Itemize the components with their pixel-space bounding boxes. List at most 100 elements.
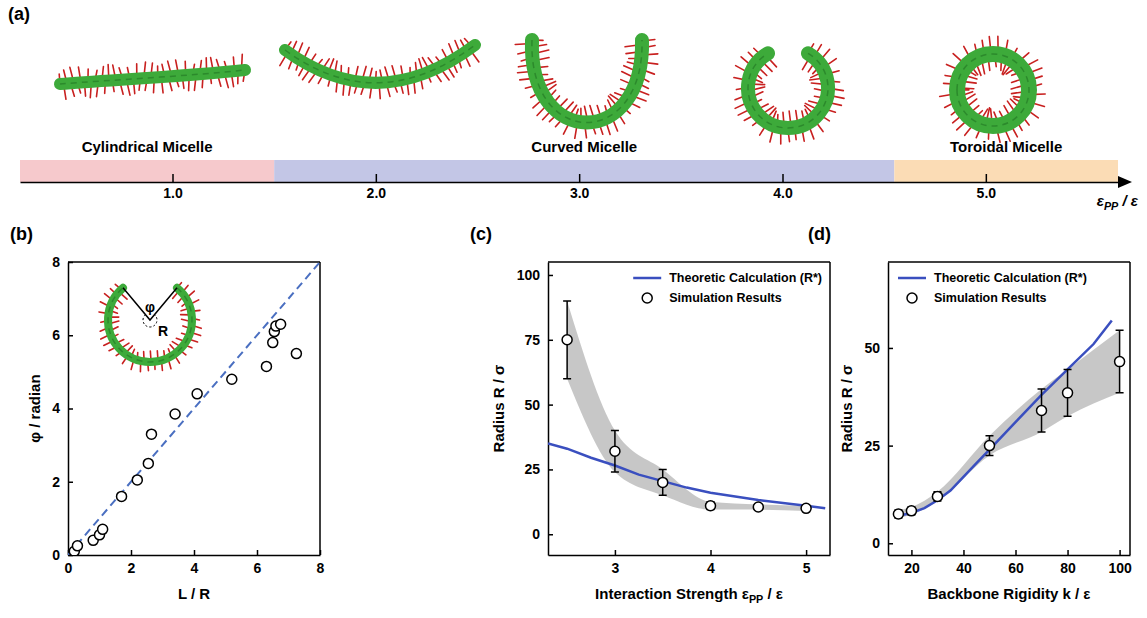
tick-label: 25 [524,461,540,477]
legend-item: Theoretic Calculation (R*) [898,271,1087,285]
legend-swatch [642,293,652,303]
tick-mark [1119,550,1121,555]
tick-label: 0 [532,526,540,542]
tick-mark [172,174,174,182]
micelle-core-texture [532,40,642,123]
point [706,501,716,511]
tick-label: 100 [517,267,541,283]
micelle-shell [99,283,201,372]
x-axis: 1.02.03.04.05.0 [21,174,1119,201]
axis-arrow [1118,176,1132,188]
micelle-core [957,54,1029,126]
text-subscript: PP [749,593,763,605]
micelle-illustration [99,283,201,372]
tick: 6 [52,327,73,343]
panel-label: (d) [808,224,831,244]
tick-mark [911,550,913,555]
tick: 8 [317,550,325,576]
point [117,491,127,501]
tick-label: 6 [52,327,60,343]
x-axis: 02468 [65,550,325,576]
tick-label: 50 [864,340,880,356]
tick: 5.0 [977,174,997,201]
error-bar [563,301,571,379]
panel-2: (c)3450255075100Interaction Strength εPP… [470,224,831,605]
panel-label: (c) [470,224,492,244]
tick-mark [548,534,553,536]
tick: 100 [1108,550,1132,576]
error-bar [1064,369,1072,416]
tick: 2 [128,550,136,576]
tick-label: 4 [52,400,60,416]
legend-swatch [907,293,917,303]
scatter-series [893,330,1124,519]
micelle-core-texture [957,54,1029,126]
tick-mark [548,469,553,471]
tick-mark [1067,550,1069,555]
point [227,374,237,384]
text-subscript: PP [1104,200,1119,212]
series-line [68,262,320,555]
region-label: Cylindrical Micelle [82,138,213,155]
legend-label: Theoretic Calculation (R*) [934,271,1087,285]
tick: 4 [52,400,73,416]
text-part: Backbone Rigidity k / ε [928,585,1091,602]
figure: (a)Cylindrical MicelleCurved MicelleToro… [0,0,1147,618]
text-part: ε [742,585,749,602]
panel-label: (b) [10,224,33,244]
error-bar [1116,330,1124,393]
tick-label: 4 [707,560,715,576]
point [1115,357,1125,367]
error-bar [933,492,941,501]
frame [1129,262,1131,555]
point [893,509,903,519]
tick-mark [131,550,133,555]
tick: 3.0 [570,174,590,201]
tick: 4 [191,550,199,576]
y-axis: 0255075100 [517,263,553,556]
tick-label: 1.0 [163,185,183,201]
tick-label: 0 [52,547,60,563]
micelle-shell [515,39,658,138]
tick-mark [68,262,73,264]
point [72,541,82,551]
tick-label: 4 [191,560,199,576]
text-part: / ε [1118,192,1139,209]
y-axis-line [548,263,550,556]
tick-mark [194,550,196,555]
tick: 0 [872,535,893,551]
legend-label: Theoretic Calculation (R*) [669,271,822,285]
region-labels: Cylindrical MicelleCurved MicelleToroida… [82,138,1063,155]
tick: 80 [1060,550,1076,576]
micelle-core-texture [748,53,828,128]
tick: 1.0 [163,174,183,201]
tick-mark [548,275,553,277]
plot-area [893,321,1124,519]
scatter-series [562,301,811,513]
point [98,524,108,534]
point [1063,388,1073,398]
axis-title: Radius R / σ [838,365,855,453]
plot-area [548,301,825,513]
legend-label: Simulation Results [934,291,1047,305]
tick-mark [68,408,73,410]
micelle-illustration [734,44,844,144]
tick-label: 100 [1108,560,1132,576]
tick-mark [888,543,893,545]
micelle-core [60,70,245,84]
axis-title: φ / radian [26,374,43,442]
tick: 5 [803,550,811,576]
tick: 40 [956,550,972,576]
point [753,502,763,512]
tick-label: 5.0 [977,185,997,201]
tick: 6 [254,550,262,576]
axis-title: Backbone Rigidity k / ε [928,585,1091,602]
x-axis-line [21,182,1119,184]
tick: 100 [517,267,553,283]
panel-a: (a)Cylindrical MicelleCurved MicelleToro… [8,4,1139,212]
tick-mark [548,404,553,406]
point [170,409,180,419]
text-part: / ε [763,585,783,602]
tick: 4.0 [773,174,793,201]
point [143,458,153,468]
